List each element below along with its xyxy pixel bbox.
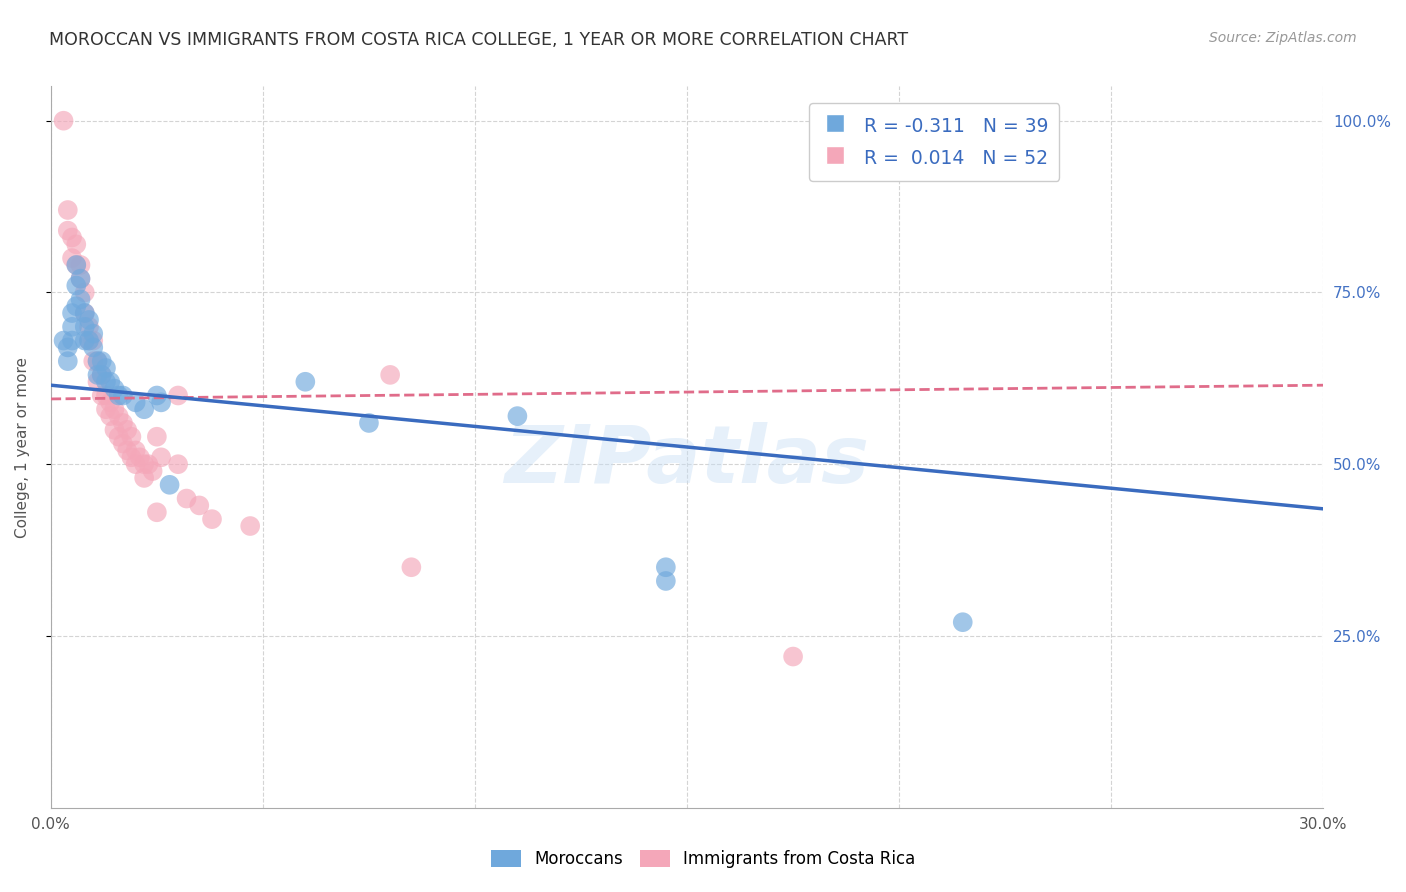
Point: [115, 423, 138, 437]
Point: [129, 450, 152, 465]
Point: [103, 402, 125, 417]
Point: [73, 306, 96, 320]
Point: [65, 237, 87, 252]
Point: [782, 649, 804, 664]
Point: [952, 615, 974, 630]
Point: [77, 334, 100, 348]
Point: [86, 354, 108, 368]
Point: [378, 368, 401, 382]
Point: [52, 334, 75, 348]
Point: [124, 443, 146, 458]
Point: [506, 409, 529, 423]
Point: [69, 258, 91, 272]
Point: [146, 430, 169, 444]
Legend: Moroccans, Immigrants from Costa Rica: Moroccans, Immigrants from Costa Rica: [484, 843, 922, 875]
Point: [86, 375, 108, 389]
Point: [655, 560, 678, 574]
Point: [73, 319, 96, 334]
Point: [77, 313, 100, 327]
Point: [98, 375, 121, 389]
Point: [73, 306, 96, 320]
Point: [94, 361, 117, 376]
Legend: R = -0.311   N = 39, R =  0.014   N = 52: R = -0.311 N = 39, R = 0.014 N = 52: [810, 103, 1059, 180]
Y-axis label: College, 1 year or more: College, 1 year or more: [15, 357, 30, 538]
Point: [124, 395, 146, 409]
Point: [60, 334, 83, 348]
Point: [103, 423, 125, 437]
Point: [86, 368, 108, 382]
Point: [90, 354, 112, 368]
Point: [65, 258, 87, 272]
Point: [107, 430, 129, 444]
Point: [201, 512, 224, 526]
Point: [655, 574, 678, 588]
Point: [65, 299, 87, 313]
Point: [134, 471, 156, 485]
Point: [65, 258, 87, 272]
Point: [188, 499, 211, 513]
Point: [82, 354, 104, 368]
Point: [56, 354, 79, 368]
Point: [98, 409, 121, 423]
Point: [60, 251, 83, 265]
Point: [103, 382, 125, 396]
Point: [60, 230, 83, 244]
Point: [150, 395, 173, 409]
Point: [134, 457, 156, 471]
Point: [52, 113, 75, 128]
Point: [82, 326, 104, 341]
Point: [107, 388, 129, 402]
Point: [82, 334, 104, 348]
Point: [111, 436, 134, 450]
Point: [90, 388, 112, 402]
Text: ZIPatlas: ZIPatlas: [505, 423, 869, 500]
Point: [90, 368, 112, 382]
Point: [69, 293, 91, 307]
Point: [138, 457, 160, 471]
Point: [142, 464, 165, 478]
Point: [65, 278, 87, 293]
Point: [120, 450, 142, 465]
Point: [98, 395, 121, 409]
Point: [94, 375, 117, 389]
Point: [111, 416, 134, 430]
Point: [94, 402, 117, 417]
Point: [82, 340, 104, 354]
Point: [111, 388, 134, 402]
Point: [77, 334, 100, 348]
Point: [56, 224, 79, 238]
Point: [167, 388, 190, 402]
Point: [134, 402, 156, 417]
Point: [56, 340, 79, 354]
Point: [107, 409, 129, 423]
Point: [115, 443, 138, 458]
Point: [73, 285, 96, 300]
Point: [146, 388, 169, 402]
Point: [77, 319, 100, 334]
Point: [294, 375, 316, 389]
Point: [357, 416, 380, 430]
Point: [94, 388, 117, 402]
Point: [69, 271, 91, 285]
Point: [73, 334, 96, 348]
Point: [56, 202, 79, 217]
Point: [146, 505, 169, 519]
Point: [239, 519, 262, 533]
Point: [86, 354, 108, 368]
Point: [120, 430, 142, 444]
Point: [167, 457, 190, 471]
Point: [60, 306, 83, 320]
Text: Source: ZipAtlas.com: Source: ZipAtlas.com: [1209, 31, 1357, 45]
Point: [124, 457, 146, 471]
Text: MOROCCAN VS IMMIGRANTS FROM COSTA RICA COLLEGE, 1 YEAR OR MORE CORRELATION CHART: MOROCCAN VS IMMIGRANTS FROM COSTA RICA C…: [49, 31, 908, 49]
Point: [401, 560, 423, 574]
Point: [159, 478, 181, 492]
Point: [150, 450, 173, 465]
Point: [69, 271, 91, 285]
Point: [90, 368, 112, 382]
Point: [60, 319, 83, 334]
Point: [176, 491, 198, 506]
